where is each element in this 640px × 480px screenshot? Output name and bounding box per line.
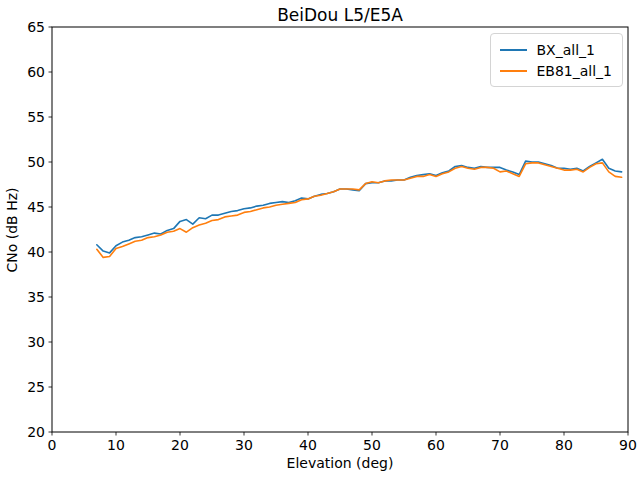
x-tick-label: 10: [107, 437, 125, 453]
x-tick-label: 0: [48, 437, 57, 453]
x-tick-label: 40: [299, 437, 317, 453]
x-tick-label: 50: [363, 437, 381, 453]
x-tick-label: 20: [171, 437, 189, 453]
y-tick-label: 60: [27, 64, 45, 80]
y-tick-label: 55: [27, 109, 45, 125]
y-tick-label: 25: [27, 379, 45, 395]
y-tick-label: 30: [27, 334, 45, 350]
x-tick-label: 70: [491, 437, 509, 453]
series-line-EB81_all_1: [97, 163, 622, 258]
legend-label: BX_all_1: [536, 42, 594, 58]
x-tick-label: 80: [555, 437, 573, 453]
legend: BX_all_1 EB81_all_1: [490, 33, 623, 87]
legend-label: EB81_all_1: [536, 63, 612, 79]
x-tick-label: 30: [235, 437, 253, 453]
y-axis-label: CNo (dB Hz): [4, 130, 20, 330]
y-tick-label: 35: [27, 289, 45, 305]
x-tick-label: 60: [427, 437, 445, 453]
series-line-BX_all_1: [97, 159, 622, 253]
y-tick-label: 45: [27, 199, 45, 215]
x-tick-label: 90: [619, 437, 637, 453]
x-axis-label: Elevation (deg): [52, 455, 628, 471]
y-tick-label: 20: [27, 424, 45, 440]
y-tick-label: 65: [27, 19, 45, 35]
legend-entry-EB81_all_1: EB81_all_1: [500, 60, 612, 81]
plot-frame: [52, 27, 628, 432]
legend-entry-BX_all_1: BX_all_1: [500, 39, 612, 60]
figure: BeiDou L5/E5A 01020304050607080902025303…: [0, 0, 640, 480]
y-tick-label: 50: [27, 154, 45, 170]
legend-line-swatch: [500, 49, 527, 51]
y-tick-label: 40: [27, 244, 45, 260]
legend-line-swatch: [500, 70, 527, 72]
